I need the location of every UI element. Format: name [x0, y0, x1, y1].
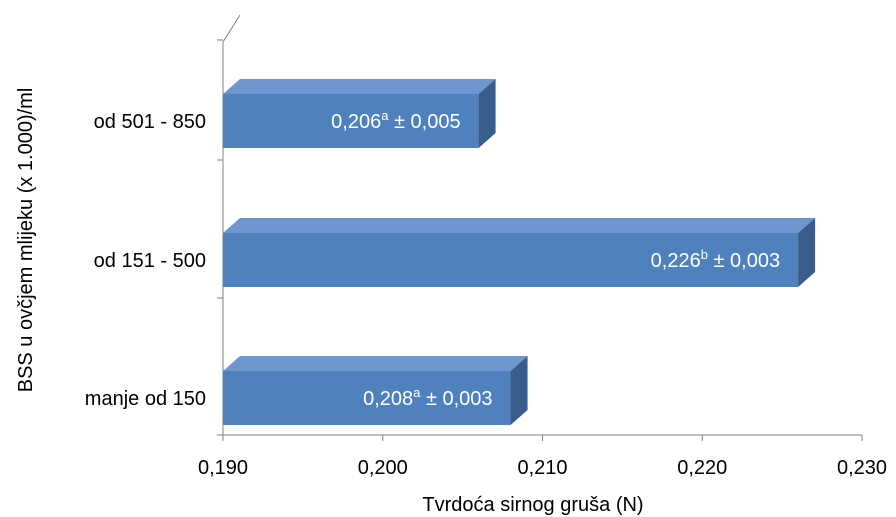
x-tick-label: 0,210 — [517, 457, 567, 479]
y-axis-title: BSS u ovčjem mlijeku (x 1.000)/ml — [15, 88, 37, 393]
x-axis-title: Tvrdoća sirnog gruša (N) — [422, 494, 643, 516]
x-tick-label: 0,230 — [837, 457, 887, 479]
bar — [223, 94, 479, 148]
x-tick-label: 0,220 — [677, 457, 727, 479]
y-category-label: od 151 - 500 — [94, 250, 206, 272]
bar-top-face — [223, 79, 496, 94]
x-tick-label: 0,200 — [358, 457, 408, 479]
bar — [223, 371, 511, 425]
x-tick-label: 0,190 — [198, 457, 248, 479]
bar-data-label: 0,206a ± 0,005 — [331, 108, 460, 133]
chart-axes: 0,190 0,200 0,210 0,220 0,230 — [198, 14, 887, 479]
bar-group — [223, 79, 496, 148]
bar-top-face — [223, 356, 528, 371]
bar-group — [223, 218, 816, 287]
bar-group — [223, 356, 528, 425]
bar — [223, 233, 799, 287]
bar-data-label: 0,208a ± 0,003 — [363, 385, 492, 410]
y-category-label: manje od 150 — [85, 388, 206, 410]
bar-data-label: 0,226b ± 0,003 — [651, 247, 780, 272]
bar-side-face — [798, 218, 816, 287]
bar-side-face — [478, 79, 496, 148]
bar-side-face — [510, 356, 528, 425]
chart-bars — [223, 79, 816, 425]
wall-top-edge — [222, 14, 241, 43]
bar-top-face — [223, 218, 816, 233]
y-category-label: od 501 - 850 — [94, 111, 206, 133]
chart-labels: manje od 150 0,208a ± 0,003 od 151 - 500 0,… — [85, 108, 780, 410]
